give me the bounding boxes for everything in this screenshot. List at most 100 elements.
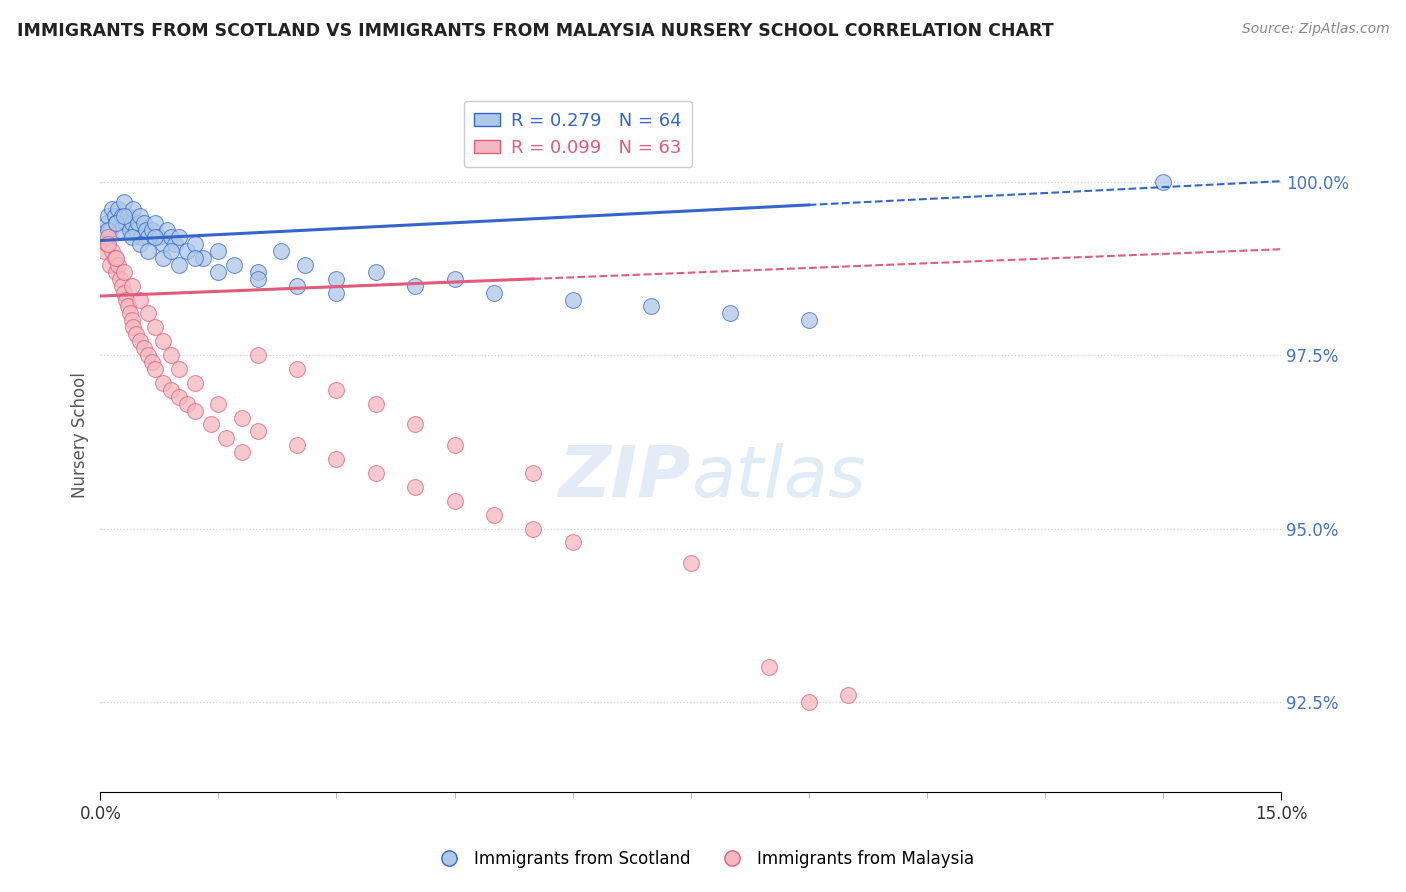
Point [121, 313, 143, 327]
Point [207, 265, 229, 279]
Point [152, 237, 174, 252]
Point [145, 230, 167, 244]
Point [152, 376, 174, 390]
Point [112, 209, 135, 223]
Point [111, 278, 134, 293]
Point [184, 237, 207, 252]
Point [96, 237, 118, 252]
Point [482, 508, 505, 522]
Point [97, 237, 120, 252]
Point [167, 258, 190, 272]
Point [679, 556, 702, 570]
Point [246, 348, 269, 362]
Point [98, 258, 121, 272]
Point [112, 195, 135, 210]
Point [136, 230, 159, 244]
Point [98, 223, 121, 237]
Point [132, 216, 155, 230]
Point [103, 209, 125, 223]
Point [160, 230, 183, 244]
Point [176, 397, 198, 411]
Point [132, 341, 155, 355]
Point [114, 216, 136, 230]
Legend: Immigrants from Scotland, Immigrants from Malaysia: Immigrants from Scotland, Immigrants fro… [426, 844, 980, 875]
Point [128, 334, 150, 348]
Point [136, 244, 159, 258]
Point [114, 293, 136, 307]
Point [184, 403, 207, 417]
Point [167, 390, 190, 404]
Point [443, 493, 465, 508]
Point [797, 313, 820, 327]
Point [482, 285, 505, 300]
Point [561, 535, 583, 549]
Point [404, 278, 426, 293]
Point [145, 362, 167, 376]
Point [105, 265, 128, 279]
Point [207, 244, 229, 258]
Point [107, 258, 129, 272]
Point [167, 362, 190, 376]
Point [837, 688, 859, 702]
Point [215, 431, 238, 445]
Point [136, 348, 159, 362]
Point [231, 410, 253, 425]
Point [117, 209, 139, 223]
Point [325, 285, 347, 300]
Point [93, 244, 115, 258]
Point [207, 397, 229, 411]
Point [224, 258, 246, 272]
Point [96, 216, 118, 230]
Point [522, 522, 544, 536]
Point [160, 244, 183, 258]
Point [160, 348, 183, 362]
Point [128, 209, 150, 223]
Text: Source: ZipAtlas.com: Source: ZipAtlas.com [1241, 22, 1389, 37]
Point [101, 244, 124, 258]
Point [125, 223, 148, 237]
Point [97, 230, 120, 244]
Point [107, 202, 129, 217]
Text: atlas: atlas [690, 443, 865, 512]
Point [152, 251, 174, 265]
Point [285, 278, 308, 293]
Point [364, 466, 387, 480]
Point [246, 425, 269, 439]
Point [152, 334, 174, 348]
Point [135, 223, 157, 237]
Text: IMMIGRANTS FROM SCOTLAND VS IMMIGRANTS FROM MALAYSIA NURSERY SCHOOL CORRELATION : IMMIGRANTS FROM SCOTLAND VS IMMIGRANTS F… [17, 22, 1053, 40]
Point [129, 230, 152, 244]
Point [231, 445, 253, 459]
Point [184, 251, 207, 265]
Point [112, 265, 135, 279]
Point [404, 417, 426, 432]
Point [443, 438, 465, 452]
Point [105, 251, 128, 265]
Point [122, 320, 145, 334]
Point [141, 223, 163, 237]
Point [101, 202, 124, 217]
Point [160, 383, 183, 397]
Point [294, 258, 316, 272]
Point [105, 216, 128, 230]
Point [718, 306, 741, 320]
Point [112, 285, 135, 300]
Point [325, 383, 347, 397]
Point [121, 230, 143, 244]
Point [443, 271, 465, 285]
Point [125, 327, 148, 342]
Point [1152, 175, 1174, 189]
Point [285, 438, 308, 452]
Point [758, 660, 780, 674]
Point [167, 230, 190, 244]
Point [105, 216, 128, 230]
Point [128, 237, 150, 252]
Point [797, 695, 820, 709]
Point [103, 251, 125, 265]
Point [200, 417, 222, 432]
Point [97, 223, 120, 237]
Point [156, 223, 179, 237]
Point [111, 209, 134, 223]
Point [136, 306, 159, 320]
Point [120, 223, 142, 237]
